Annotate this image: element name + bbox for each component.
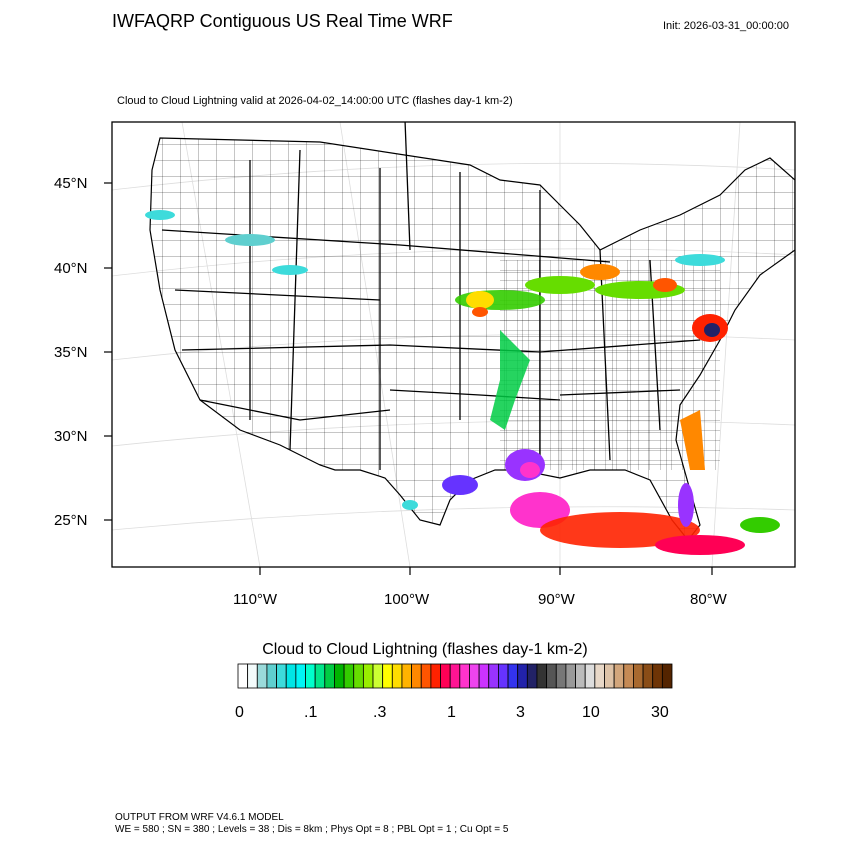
colorbar-swatch — [411, 663, 422, 689]
colorbar-tick: 0 — [235, 704, 244, 721]
colorbar-tick: 1 — [447, 704, 456, 721]
colorbar-swatch — [526, 663, 538, 689]
colorbar-swatch — [295, 663, 306, 689]
colorbar-swatch — [362, 663, 374, 689]
lightning-field — [145, 210, 780, 555]
plot-title: IWFAQRP Contiguous US Real Time WRF — [112, 11, 453, 31]
colorbar-swatch — [584, 663, 596, 689]
lat-label-35: 35°N — [54, 344, 88, 361]
lon-label-110: 110°W — [233, 591, 278, 608]
lat-label-30: 30°N — [54, 428, 88, 445]
colorbar-swatch — [372, 663, 384, 689]
colorbar-swatch — [314, 663, 326, 689]
footer-model: OUTPUT FROM WRF V4.6.1 MODEL — [115, 812, 284, 823]
lat-label-25: 25°N — [54, 512, 88, 529]
colorbar-swatch — [652, 663, 663, 689]
colorbar-swatch — [575, 663, 586, 689]
colorbar-swatch — [536, 663, 548, 689]
colorbar-title: Cloud to Cloud Lightning (flashes day-1 … — [262, 641, 588, 658]
colorbar-tick: .3 — [373, 704, 387, 721]
colorbar-swatch — [237, 663, 249, 689]
colorbar-swatch — [497, 663, 509, 689]
colorbar-swatch — [285, 663, 297, 689]
lat-label-45: 45°N — [54, 175, 88, 192]
colorbar-swatch — [324, 663, 335, 689]
colorbar-tick: 10 — [582, 704, 600, 721]
colorbar-swatch — [266, 663, 277, 689]
colorbar-swatch — [353, 663, 364, 689]
colorbar-swatch — [391, 663, 403, 689]
colorbar-swatch — [507, 663, 519, 689]
colorbar-swatch — [430, 663, 441, 689]
colorbar-swatch — [449, 663, 461, 689]
colorbar-swatch — [256, 663, 268, 689]
colorbar-swatch — [469, 663, 480, 689]
colorbar-swatch — [565, 663, 576, 689]
colorbar-swatch — [334, 663, 345, 689]
colorbar-swatch — [401, 663, 413, 689]
colorbar — [237, 663, 673, 689]
colorbar-swatch — [343, 663, 355, 689]
colorbar-swatch — [642, 663, 654, 689]
plot-subtitle: Cloud to Cloud Lightning valid at 2026-0… — [117, 95, 513, 107]
colorbar-swatch — [604, 663, 615, 689]
colorbar-tick: 30 — [651, 704, 669, 721]
lon-label-90: 90°W — [538, 591, 575, 608]
colorbar-tick: 3 — [516, 704, 525, 721]
colorbar-swatch — [555, 663, 567, 689]
colorbar-swatch — [613, 663, 625, 689]
colorbar-swatch — [517, 663, 528, 689]
colorbar-swatch — [661, 663, 673, 689]
state-boundaries — [161, 122, 701, 470]
lat-label-40: 40°N — [54, 260, 88, 277]
map-frame — [111, 121, 796, 568]
colorbar-swatch — [276, 663, 287, 689]
colorbar-swatch — [546, 663, 557, 689]
init-time: Init: 2026-03-31_00:00:00 — [663, 20, 789, 32]
lon-label-80: 80°W — [690, 591, 727, 608]
colorbar-swatch — [633, 663, 644, 689]
lon-label-100: 100°W — [384, 591, 430, 608]
colorbar-swatch — [440, 663, 451, 689]
colorbar-swatch — [594, 663, 605, 689]
colorbar-swatch — [459, 663, 470, 689]
colorbar-swatch — [305, 663, 316, 689]
colorbar-swatch — [623, 663, 634, 689]
colorbar-tick: .1 — [304, 704, 318, 721]
footer-config: WE = 580 ; SN = 380 ; Levels = 38 ; Dis … — [115, 824, 509, 835]
colorbar-swatch — [382, 663, 393, 689]
colorbar-swatch — [478, 663, 490, 689]
colorbar-swatch — [488, 663, 499, 689]
colorbar-swatch — [420, 663, 432, 689]
colorbar-swatch — [247, 663, 258, 689]
